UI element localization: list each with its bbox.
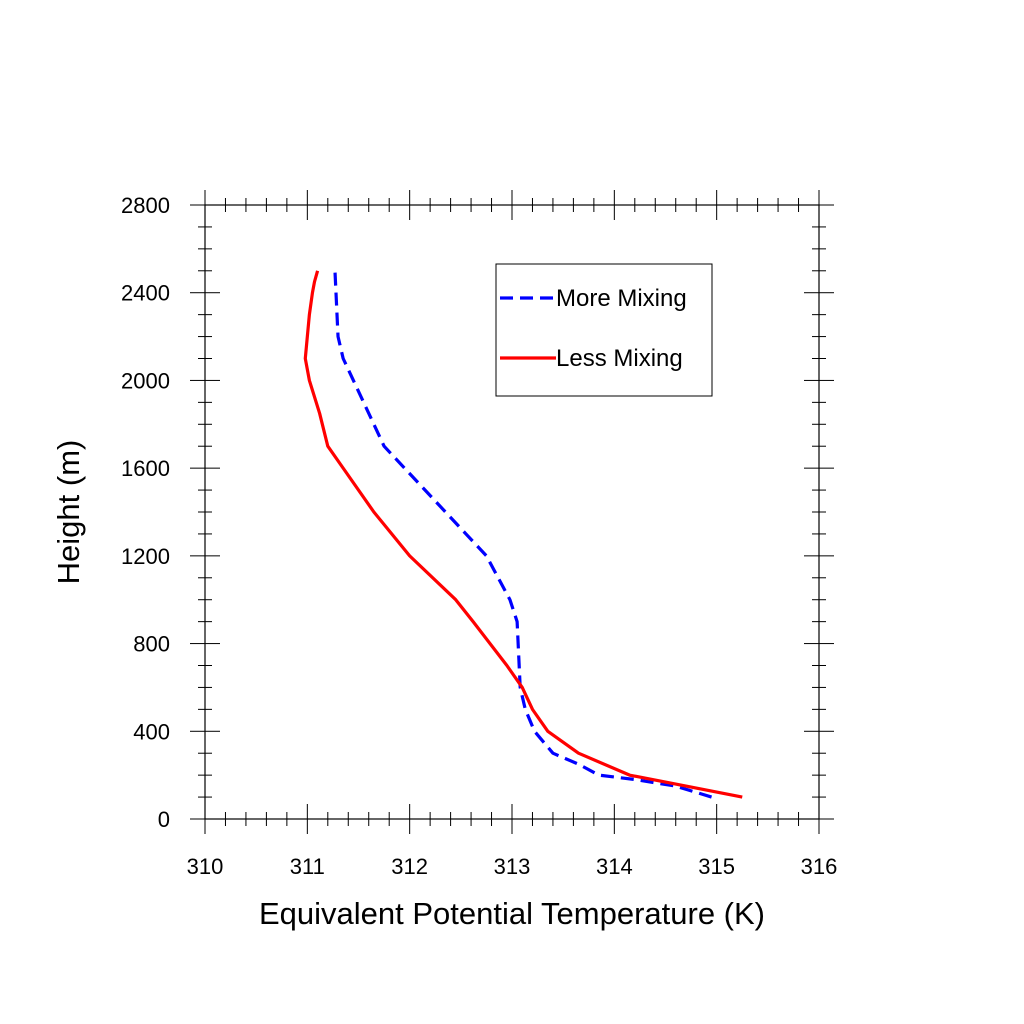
minor-ticks xyxy=(198,198,826,826)
y-tick-label: 2800 xyxy=(121,193,170,218)
y-tick-label: 2400 xyxy=(121,281,170,306)
x-tick-label: 312 xyxy=(391,854,428,879)
legend-label-more-mixing: More Mixing xyxy=(556,285,687,312)
y-tick-label: 0 xyxy=(158,807,170,832)
series-line-less-mixing xyxy=(303,270,743,799)
x-tick-label: 311 xyxy=(290,854,325,879)
legend: More Mixing Less Mixing xyxy=(495,263,713,397)
y-tick-label: 1600 xyxy=(121,456,170,481)
y-axis-title: Height (m) xyxy=(51,440,86,585)
x-tick-label: 315 xyxy=(698,854,735,879)
x-tick-label: 316 xyxy=(801,854,838,879)
legend-label-less-mixing: Less Mixing xyxy=(556,345,683,372)
y-tick-label: 2000 xyxy=(121,368,170,393)
x-tick-label: 314 xyxy=(596,854,633,879)
series-line-more-mixing xyxy=(333,270,713,799)
x-tick-label: 310 xyxy=(187,854,224,879)
y-tick-labels: 0 400 800 1200 1600 2000 2400 2800 xyxy=(121,193,170,832)
x-axis-title: Equivalent Potential Temperature (K) xyxy=(259,896,765,931)
x-tick-labels: 310 311 312 313 314 315 316 xyxy=(187,854,838,879)
major-ticks xyxy=(190,190,834,834)
y-tick-label: 1200 xyxy=(121,544,170,569)
legend-box xyxy=(495,263,713,397)
series-layer xyxy=(303,270,743,799)
y-tick-label: 400 xyxy=(133,719,170,744)
y-tick-label: 800 xyxy=(133,632,170,657)
x-tick-label: 313 xyxy=(494,854,531,879)
